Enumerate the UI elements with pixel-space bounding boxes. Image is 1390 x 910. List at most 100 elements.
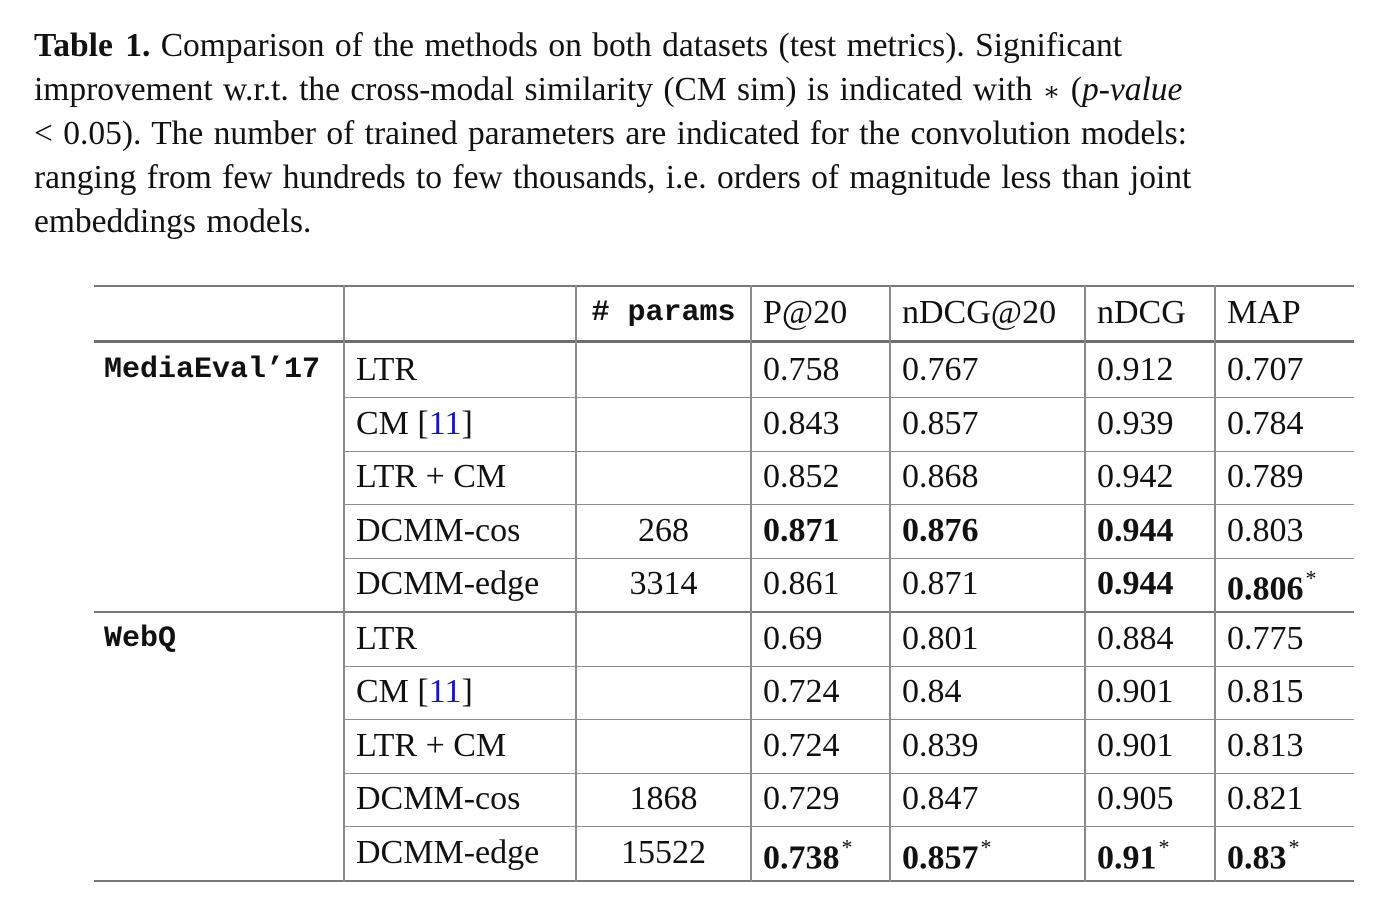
cell-value: 0.884 <box>1097 620 1174 657</box>
cell-map: 0.803 <box>1227 511 1304 551</box>
cell-map: 0.83* <box>1227 828 1300 879</box>
cell-ndcg: 0.939 <box>1097 404 1174 444</box>
table-column-divider <box>343 285 345 882</box>
cell-map: 0.775 <box>1227 619 1304 659</box>
cell-value: 0.84 <box>902 673 962 710</box>
cell-params: 1868 <box>576 779 751 819</box>
cell-value: 0.944 <box>1097 565 1174 602</box>
cell-value: 268 <box>638 512 689 549</box>
cell-value: 0.724 <box>763 673 840 710</box>
caption-pvalue: p-value <box>1081 71 1183 108</box>
cell-value: 0.857 <box>902 839 979 877</box>
citation-link[interactable]: 11 <box>428 673 462 710</box>
cell-ndcg20: 0.84 <box>902 672 962 712</box>
cell-ndcg: 0.944 <box>1097 511 1174 551</box>
cell-value: 0.784 <box>1227 405 1304 442</box>
cell-value: 0.852 <box>763 458 840 495</box>
cell-p20: 0.852 <box>763 457 840 497</box>
cell-p20: 0.738* <box>763 828 853 879</box>
cell-params: 15522 <box>576 833 751 873</box>
method-name: CM [11] <box>356 404 473 444</box>
table-bottom-rule <box>94 880 1354 882</box>
cell-ndcg20: 0.857 <box>902 404 979 444</box>
method-name: DCMM-cos <box>356 511 520 551</box>
cell-value: 0.843 <box>763 405 840 442</box>
cell-value: 0.758 <box>763 351 840 388</box>
cell-value: 3314 <box>629 565 698 602</box>
cell-value: 15522 <box>621 834 706 871</box>
cell-value: 0.942 <box>1097 458 1174 495</box>
method-name: LTR + CM <box>356 457 506 497</box>
significance-marker: * <box>1305 565 1317 591</box>
method-name: LTR <box>356 619 417 659</box>
cell-value: 0.729 <box>763 780 840 817</box>
cell-value: 0.901 <box>1097 673 1174 710</box>
cell-value: 0.868 <box>902 458 979 495</box>
cell-params: 3314 <box>576 564 751 604</box>
cell-ndcg: 0.91* <box>1097 828 1170 879</box>
citation-link[interactable]: 11 <box>428 405 462 442</box>
table-column-divider <box>575 285 577 882</box>
cell-value: 0.912 <box>1097 351 1174 388</box>
table-row-divider <box>344 773 1354 774</box>
column-header-3: P@20 <box>763 294 848 331</box>
cell-p20: 0.871 <box>763 511 840 551</box>
caption-line-2: improvement w.r.t. the cross-modal simil… <box>34 71 1183 108</box>
table-header-rule <box>94 340 1354 343</box>
cell-ndcg20: 0.857* <box>902 828 992 879</box>
method-name: LTR + CM <box>356 726 506 766</box>
citation-bracket: ] <box>461 405 473 442</box>
method-name: DCMM-edge <box>356 833 539 873</box>
cell-value: 0.815 <box>1227 673 1304 710</box>
cell-value: 0.939 <box>1097 405 1174 442</box>
cell-map: 0.806* <box>1227 559 1317 610</box>
significance-marker: * <box>1158 834 1170 860</box>
caption-text-1: Comparison of the methods on both datase… <box>160 27 1123 64</box>
cell-p20: 0.729 <box>763 779 840 819</box>
cell-map: 0.821 <box>1227 779 1304 819</box>
table-column-divider <box>750 285 752 882</box>
cell-ndcg20: 0.801 <box>902 619 979 659</box>
cell-map: 0.789 <box>1227 457 1304 497</box>
cell-value: 0.944 <box>1097 512 1174 549</box>
results-table: # params P@20 nDCG@20 nDCG MAP MediaEval’17 LT… <box>94 285 1354 882</box>
cell-ndcg20: 0.847 <box>902 779 979 819</box>
cell-value: 0.724 <box>763 727 840 764</box>
method-name: DCMM-cos <box>356 779 520 819</box>
cell-value: 0.847 <box>902 780 979 817</box>
table-column-divider <box>889 285 891 882</box>
method-name: DCMM-edge <box>356 564 539 604</box>
method-label: LTR <box>356 351 418 388</box>
cell-value: 0.91 <box>1097 839 1157 877</box>
cell-value: 0.801 <box>902 620 979 657</box>
cell-ndcg: 0.901 <box>1097 726 1174 766</box>
caption-line-5: embeddings models. <box>34 203 312 240</box>
cell-p20: 0.758 <box>763 350 840 390</box>
cell-params: 268 <box>576 511 751 551</box>
method-name: CM [11] <box>356 672 473 712</box>
cell-map: 0.815 <box>1227 672 1304 712</box>
cell-ndcg: 0.901 <box>1097 672 1174 712</box>
cell-ndcg20: 0.839 <box>902 726 979 766</box>
cell-ndcg20: 0.868 <box>902 457 979 497</box>
method-label: CM [ <box>356 673 429 710</box>
cell-ndcg20: 0.871 <box>902 564 979 604</box>
method-label: LTR + CM <box>356 458 507 495</box>
table-top-rule <box>94 285 1354 287</box>
cell-map: 0.784 <box>1227 404 1304 444</box>
caption-line-3: < 0.05). The number of trained parameter… <box>34 115 1187 152</box>
cell-value: 0.738 <box>763 839 840 877</box>
cell-p20: 0.724 <box>763 672 840 712</box>
method-label: LTR + CM <box>356 727 507 764</box>
cell-ndcg: 0.942 <box>1097 457 1174 497</box>
caption-line-4: ranging from few hundreds to few thousan… <box>34 159 1192 196</box>
method-label: DCMM-cos <box>356 780 521 817</box>
cell-p20: 0.861 <box>763 564 840 604</box>
cell-value: 0.901 <box>1097 727 1174 764</box>
table-row-divider <box>344 719 1354 720</box>
table-row-divider <box>344 666 1354 667</box>
cell-map: 0.813 <box>1227 726 1304 766</box>
table-row-divider <box>344 451 1354 452</box>
dataset-label: MediaEval’17 <box>104 353 321 387</box>
